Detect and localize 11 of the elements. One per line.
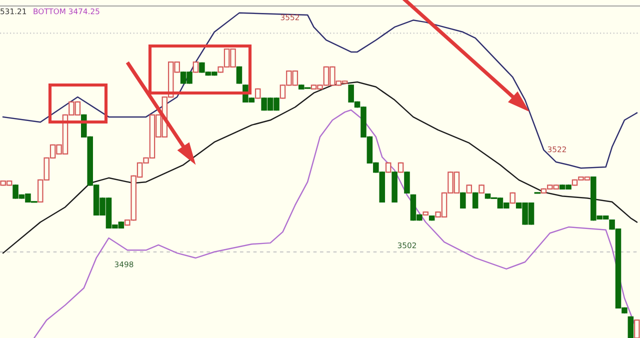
candlestick — [472, 192, 478, 209]
candlestick — [634, 320, 640, 338]
candlestick — [398, 162, 404, 173]
candlestick — [192, 62, 199, 73]
candlestick — [628, 316, 634, 338]
candlestick — [254, 88, 261, 99]
candlestick — [385, 162, 392, 173]
candlestick — [404, 172, 410, 194]
candlestick — [460, 192, 466, 209]
candlestick — [236, 66, 242, 84]
candlestick — [510, 192, 516, 204]
